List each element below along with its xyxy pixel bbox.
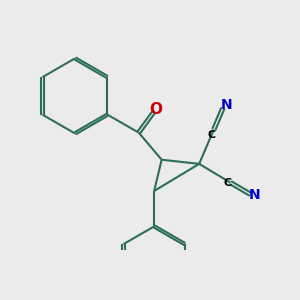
Text: C: C [208,130,216,140]
Text: C: C [223,178,231,188]
Text: O: O [150,102,163,117]
Text: N: N [249,188,260,202]
Text: N: N [220,98,232,112]
